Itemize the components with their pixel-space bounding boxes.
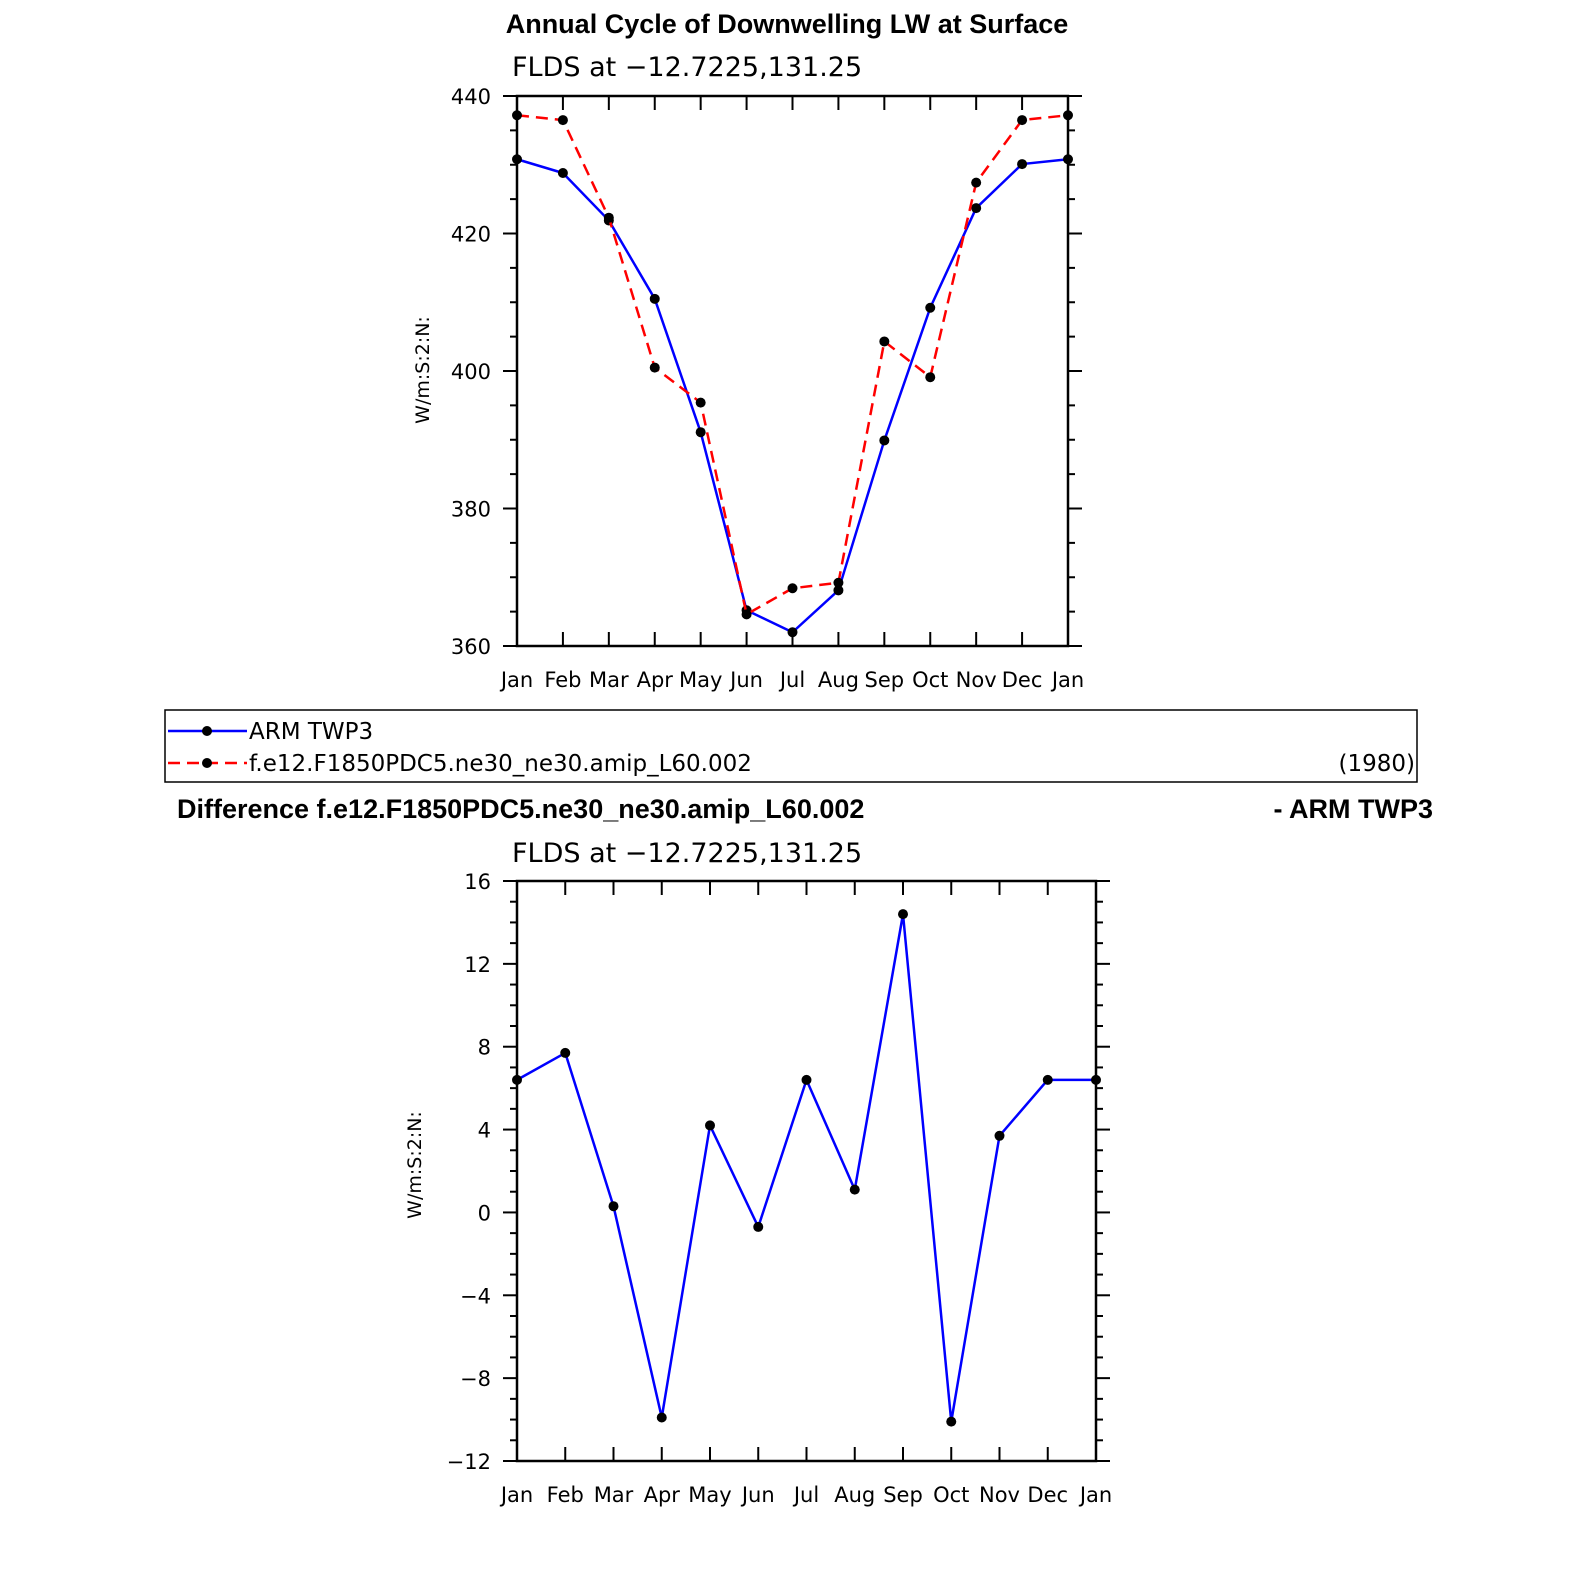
chart2-ytick-label: −12	[447, 1450, 491, 1474]
chart2-xtick-label: Oct	[933, 1483, 969, 1507]
chart2-plot: Jan Feb Mar Apr May Jun Jul Aug Sep Oct Nov Dec Jan−…	[447, 870, 1113, 1507]
chart1-plot: Jan Feb Mar Apr May Jun Jul Aug Sep Oct Nov Dec Jan 3…	[451, 85, 1084, 692]
chart2-xtick-label: May	[688, 1483, 731, 1507]
chart2-series-0-point	[946, 1416, 957, 1427]
chart2-title-right: - ARM TWP3	[1274, 794, 1433, 824]
chart2-ytick-label: 8	[478, 1036, 491, 1060]
chart2-xtick-label: Jan	[1078, 1483, 1112, 1507]
chart1-ytick-label: 420	[451, 223, 491, 247]
legend-year-note: (1980)	[1339, 751, 1415, 777]
chart1-series-1-point	[649, 362, 660, 373]
chart1-xtick-label: Dec	[1002, 668, 1043, 692]
chart1-series-0-point	[1063, 154, 1073, 165]
chart1-series-1-line	[516, 114, 1069, 616]
chart2-subtitle: FLDS at −12.7225,131.25	[512, 838, 862, 869]
chart1-series-0-point	[557, 168, 568, 178]
chart1-title: Annual Cycle of Downwelling LW at Surfac…	[506, 9, 1069, 39]
chart1-series-1-point	[557, 115, 568, 126]
chart1-series-1-point	[925, 372, 936, 383]
chart2-xtick-label: Nov	[979, 1483, 1020, 1507]
chart1-xtick-label: Jul	[778, 668, 805, 692]
chart2-xtick-label: Apr	[644, 1483, 681, 1507]
chart1-series-0-point	[787, 627, 798, 638]
chart2-xtick-label: Jan	[499, 1483, 533, 1507]
legend-label-model: f.e12.F1850PDC5.ne30_ne30.amip_L60.002	[249, 751, 752, 777]
chart1-series-1-point	[971, 177, 982, 188]
chart1-ytick-label: 400	[451, 360, 491, 384]
chart2-series-0-point	[608, 1201, 619, 1212]
chart2-series-0-point	[560, 1047, 571, 1058]
chart1-series-0-point	[879, 435, 890, 446]
chart1-ytick-label: 440	[451, 85, 491, 109]
chart2-ytick-label: −4	[460, 1284, 491, 1308]
chart2-series-0-point	[1042, 1074, 1053, 1085]
chart1-subtitle: FLDS at −12.7225,131.25	[512, 52, 862, 83]
chart2-series-0-point	[898, 909, 908, 920]
chart2-ytick-label: 4	[478, 1119, 491, 1143]
chart2-series-0-point	[656, 1412, 667, 1423]
chart1-xtick-label: Oct	[912, 668, 948, 692]
chart2-series-0-point	[994, 1130, 1005, 1141]
chart2-ytick-label: 12	[464, 953, 491, 977]
chart2-ytick-label: 16	[464, 870, 491, 894]
chart1-series-1-point	[1017, 115, 1028, 126]
chart1-xtick-label: May	[679, 668, 722, 692]
chart1-xtick-label: Nov	[956, 668, 997, 692]
chart1-series-0-point	[649, 293, 660, 304]
chart2-xtick-label: Feb	[547, 1483, 584, 1507]
chart1-series-0-point	[833, 585, 844, 596]
chart2-frame	[515, 879, 1098, 1463]
chart2-series-0-line	[516, 912, 1096, 1423]
chart1-series-1-point	[879, 336, 890, 347]
chart1-series-1-point	[512, 110, 522, 121]
chart1-y-axis-label: W/m:S:2:N:	[412, 316, 434, 424]
chart2-xtick-label: Dec	[1027, 1483, 1068, 1507]
chart1-series-0-line	[516, 158, 1069, 634]
chart1-series-0-point	[1017, 159, 1028, 170]
legend-marker-arm	[202, 726, 212, 736]
chart1-series-1-point	[741, 609, 752, 620]
chart1-series-0-point	[512, 154, 522, 165]
legend-box	[164, 709, 1418, 783]
chart1-xtick-label: Aug	[818, 668, 859, 692]
chart2-series-0-point	[512, 1074, 522, 1085]
chart2-series-0-point	[849, 1184, 860, 1195]
chart2-series-0-point	[753, 1221, 764, 1232]
chart1-series-1-point	[603, 212, 614, 223]
chart2-series-0-point	[801, 1074, 812, 1085]
chart1-series-1-point	[833, 577, 844, 588]
chart1-frame	[515, 94, 1070, 648]
chart2-title: Difference f.e12.F1850PDC5.ne30_ne30.ami…	[177, 794, 864, 824]
chart2-xtick-label: Jun	[740, 1483, 775, 1507]
chart1-series-1-point	[1063, 110, 1073, 121]
chart1-series-1-point	[695, 397, 706, 408]
legend-marker-model	[202, 758, 212, 768]
chart1-xtick-label: Apr	[637, 668, 674, 692]
chart2-xtick-label: Jul	[792, 1483, 819, 1507]
chart2-y-axis-label: W/m:S:2:N:	[404, 1111, 426, 1219]
chart2-series-0-point	[1091, 1074, 1101, 1085]
chart2-xtick-label: Aug	[834, 1483, 875, 1507]
chart1-ytick-label: 380	[451, 498, 491, 522]
legend: ARM TWP3 f.e12.F1850PDC5.ne30_ne30.amip_…	[164, 709, 1418, 783]
chart2-ytick-label: 0	[478, 1201, 491, 1225]
chart1-ytick-label: 360	[451, 635, 491, 659]
chart1-xtick-label: Feb	[544, 668, 581, 692]
chart1-series-0-point	[925, 302, 936, 313]
chart1-series-0-point	[695, 427, 706, 438]
chart2-xtick-label: Mar	[594, 1483, 634, 1507]
chart1-series-1-point	[787, 583, 798, 594]
chart1-xtick-label: Jun	[728, 668, 763, 692]
chart2-xtick-label: Sep	[883, 1483, 923, 1507]
chart1-series-0-point	[971, 203, 982, 214]
chart1-xtick-label: Mar	[589, 668, 629, 692]
legend-label-arm: ARM TWP3	[249, 719, 373, 745]
chart1-xtick-label: Jan	[499, 668, 533, 692]
chart1-xtick-label: Jan	[1050, 668, 1084, 692]
chart2-ytick-label: −8	[460, 1367, 491, 1391]
chart1-xtick-label: Sep	[865, 668, 905, 692]
chart2-series-0-point	[705, 1120, 715, 1131]
